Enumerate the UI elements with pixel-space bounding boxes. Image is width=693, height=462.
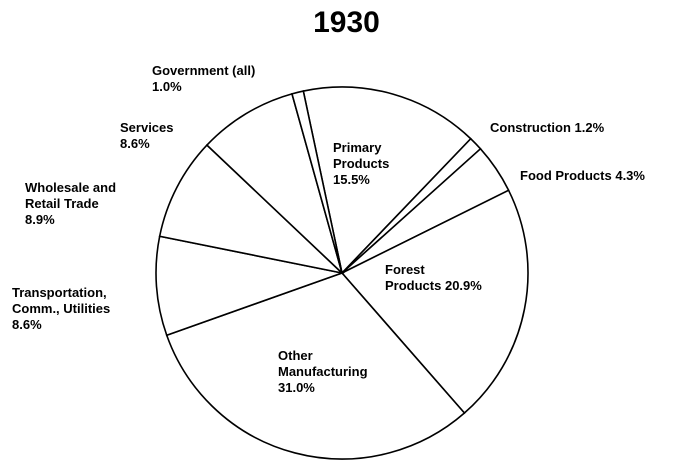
value-label: 8.6% [120, 136, 150, 151]
pie-slice [302, 86, 472, 275]
slice-label: Services 8.6% [120, 120, 200, 152]
category-label: Government (all) [152, 63, 256, 78]
value-label: 31.0% [278, 380, 315, 395]
slice-label: Wholesale and Retail Trade 8.9% [25, 180, 137, 228]
slice-label: Food Products 4.3% [520, 168, 645, 184]
slice-label: Government (all) 1.0% [152, 63, 255, 95]
category-label: Other Manufacturing [278, 348, 368, 379]
slice-label: Transportation, Comm., Utilities 8.6% [12, 285, 140, 333]
slice-label: Forest Products 20.9% [385, 262, 482, 294]
pie-slice [340, 189, 529, 415]
pie-slice [165, 272, 466, 460]
slice-label: Construction 1.2% [490, 120, 604, 136]
pie-slice [155, 235, 345, 337]
category-label: Transportation, Comm., Utilities [12, 285, 111, 316]
value-label: 1.0% [152, 79, 182, 94]
category-label: Primary Products [333, 140, 390, 171]
pie-slice [205, 92, 344, 276]
category-label: Services [120, 120, 174, 135]
category-label: Food Products [520, 168, 612, 183]
slice-label: Primary Products 15.5% [333, 140, 413, 188]
value-label: 4.3% [615, 168, 645, 183]
value-label: 20.9% [444, 278, 482, 293]
value-label: 8.6% [12, 317, 42, 332]
category-label: Forest Products [385, 262, 442, 293]
value-label: 1.2% [574, 120, 605, 135]
category-label: Wholesale and Retail Trade [25, 180, 117, 211]
category-label: Construction [490, 120, 571, 135]
pie-slice [158, 143, 345, 275]
pie-slice [290, 90, 343, 274]
slice-label: Other Manufacturing 31.0% [278, 348, 393, 396]
value-label: 15.5% [333, 172, 370, 187]
value-label: 8.9% [25, 212, 55, 227]
chart-title: 1930 [313, 6, 380, 39]
